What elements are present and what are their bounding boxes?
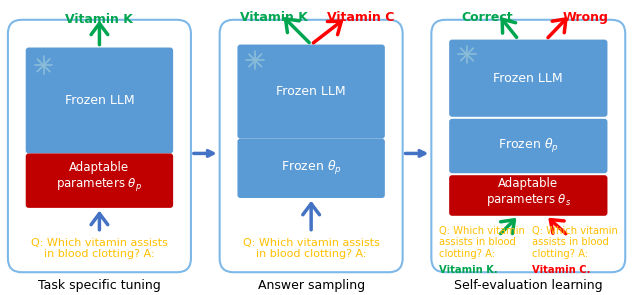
- Text: Q: Which vitamin assists
in blood clotting? A:: Q: Which vitamin assists in blood clotti…: [31, 237, 168, 259]
- FancyBboxPatch shape: [237, 45, 385, 139]
- Text: Vitamin C: Vitamin C: [327, 11, 394, 24]
- Text: Answer sampling: Answer sampling: [257, 279, 365, 292]
- Text: Frozen LLM: Frozen LLM: [276, 85, 346, 98]
- Text: Self-evaluation learning: Self-evaluation learning: [454, 279, 603, 292]
- Text: Vitamin K: Vitamin K: [239, 11, 307, 24]
- FancyBboxPatch shape: [26, 47, 173, 153]
- Text: Frozen $\theta_p$: Frozen $\theta_p$: [498, 137, 559, 155]
- FancyBboxPatch shape: [449, 40, 607, 117]
- FancyBboxPatch shape: [449, 175, 607, 216]
- Text: Q: Which vitamin
assists in blood
clotting? A:: Q: Which vitamin assists in blood clotti…: [532, 226, 618, 259]
- Text: Frozen LLM: Frozen LLM: [493, 72, 563, 85]
- Text: Adaptable
parameters $\theta_s$: Adaptable parameters $\theta_s$: [486, 177, 571, 208]
- Text: Q: Which vitamin
assists in blood
clotting? A:: Q: Which vitamin assists in blood clotti…: [439, 226, 525, 259]
- FancyBboxPatch shape: [26, 153, 173, 208]
- FancyBboxPatch shape: [449, 119, 607, 173]
- Text: Vitamin K: Vitamin K: [65, 13, 133, 26]
- FancyBboxPatch shape: [8, 20, 191, 272]
- Text: Wrong: Wrong: [563, 11, 609, 24]
- Text: Correct: Correct: [461, 11, 513, 24]
- Text: Task specific tuning: Task specific tuning: [38, 279, 161, 292]
- Text: Q: Which vitamin assists
in blood clotting? A:: Q: Which vitamin assists in blood clotti…: [243, 237, 380, 259]
- FancyBboxPatch shape: [237, 139, 385, 198]
- Text: Vitamin K.: Vitamin K.: [439, 265, 498, 275]
- Text: Vitamin C.: Vitamin C.: [532, 265, 591, 275]
- FancyBboxPatch shape: [220, 20, 403, 272]
- Text: Adaptable
parameters $\theta_p$: Adaptable parameters $\theta_p$: [56, 160, 142, 193]
- Text: Frozen $\theta_p$: Frozen $\theta_p$: [281, 159, 342, 177]
- Text: Frozen LLM: Frozen LLM: [65, 94, 134, 107]
- FancyBboxPatch shape: [431, 20, 625, 272]
